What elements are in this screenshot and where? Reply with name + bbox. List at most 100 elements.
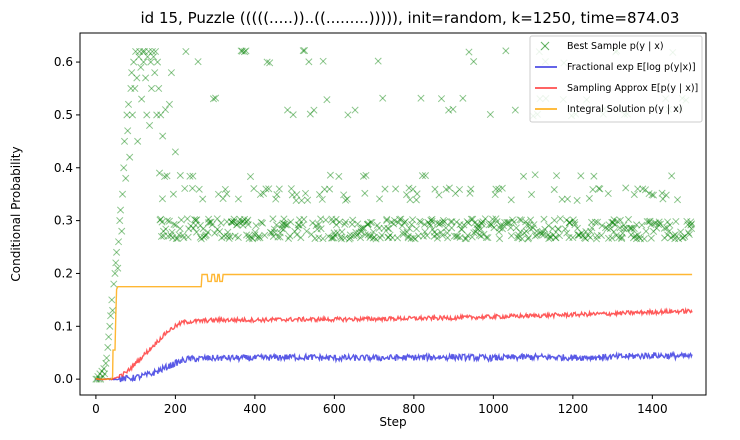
best-sample-point [329, 218, 337, 226]
best-sample-point [332, 221, 340, 229]
best-sample-point [471, 219, 479, 227]
best-sample-point [678, 234, 687, 242]
best-sample-point [652, 219, 660, 227]
best-sample-point [261, 231, 269, 239]
best-sample-point [485, 221, 493, 229]
best-sample-point [112, 259, 120, 267]
best-sample-point [527, 216, 535, 224]
best-sample-point [520, 229, 528, 237]
best-sample-point [355, 229, 363, 237]
best-sample-point [393, 234, 402, 242]
best-sample-point [507, 232, 516, 240]
best-sample-point [383, 215, 391, 223]
best-sample-point [409, 185, 417, 193]
best-sample-point [479, 218, 487, 226]
best-sample-point [164, 232, 172, 240]
best-sample-point [98, 367, 106, 375]
best-sample-point [430, 232, 438, 240]
best-sample-point [342, 218, 350, 226]
best-sample-point [668, 172, 676, 180]
best-sample-point [427, 216, 435, 224]
best-sample-point [477, 219, 486, 227]
best-sample-point [163, 217, 171, 225]
best-sample-point [174, 234, 182, 243]
best-sample-point [147, 58, 155, 66]
y-axis: 0.0 0.1 0.2 0.3 0.4 0.5 0.6 [54, 55, 80, 386]
best-sample-point [157, 232, 166, 241]
best-sample-point [335, 172, 343, 180]
best-sample-point [477, 232, 485, 240]
best-sample-point [674, 235, 683, 243]
best-sample-point [239, 221, 247, 229]
best-sample-point [217, 219, 225, 227]
best-sample-point [143, 111, 151, 119]
best-sample-point [390, 216, 399, 225]
best-sample-point [197, 235, 205, 243]
x-tick-label: 200 [164, 402, 187, 416]
best-sample-point [255, 232, 263, 240]
best-sample-point [610, 228, 618, 236]
best-sample-point [216, 228, 224, 236]
best-sample-point [212, 94, 220, 102]
best-sample-point [287, 185, 295, 193]
best-sample-point [272, 221, 281, 229]
best-sample-point [361, 189, 369, 197]
best-sample-point [548, 225, 557, 233]
best-sample-point [357, 228, 365, 236]
best-sample-point [404, 232, 412, 241]
best-sample-point [541, 225, 549, 233]
best-sample-point [573, 224, 581, 232]
best-sample-point [259, 189, 268, 197]
best-sample-point [638, 221, 646, 229]
best-sample-point [462, 235, 470, 243]
best-sample-point [218, 234, 226, 242]
best-sample-point [684, 229, 693, 237]
best-sample-point [449, 105, 457, 113]
best-sample-point [386, 231, 394, 239]
best-sample-point [169, 234, 177, 242]
best-sample-point [556, 215, 564, 223]
best-sample-point [207, 218, 215, 226]
best-sample-point [270, 225, 278, 233]
best-sample-point [411, 235, 419, 243]
best-sample-point [592, 235, 601, 243]
best-sample-point [439, 219, 447, 227]
best-sample-point [390, 220, 398, 228]
best-sample-point [448, 224, 456, 232]
best-sample-point [477, 225, 485, 233]
best-sample-point [550, 186, 558, 194]
best-sample-point [329, 234, 337, 242]
best-sample-point [428, 217, 436, 225]
best-sample-point [257, 218, 265, 226]
best-sample-point [466, 189, 474, 197]
best-sample-point [581, 234, 590, 243]
best-sample-point [587, 218, 596, 226]
best-sample-point [223, 218, 231, 226]
best-sample-point [224, 228, 232, 236]
best-sample-point [244, 216, 252, 224]
best-sample-point [413, 190, 421, 198]
best-sample-point [435, 191, 443, 199]
best-sample-point [655, 218, 663, 226]
best-sample-point [437, 95, 446, 103]
best-sample-point [445, 106, 453, 114]
best-sample-point [361, 231, 369, 239]
best-sample-point [364, 231, 372, 239]
best-sample-point [426, 220, 434, 228]
best-sample-point [525, 234, 533, 242]
best-sample-point [146, 121, 154, 130]
best-sample-point [240, 215, 249, 223]
line-layer [95, 273, 693, 383]
best-sample-point [110, 280, 118, 288]
best-sample-point [353, 232, 361, 240]
best-sample-point [170, 220, 178, 228]
best-sample-point [596, 185, 604, 193]
best-sample-point [524, 235, 532, 243]
best-sample-point [481, 215, 489, 223]
best-sample-point [486, 110, 494, 119]
best-sample-point [620, 221, 628, 229]
best-sample-point [585, 194, 593, 203]
best-sample-point [364, 220, 372, 228]
best-sample-point [306, 110, 314, 118]
best-sample-point [300, 215, 308, 223]
